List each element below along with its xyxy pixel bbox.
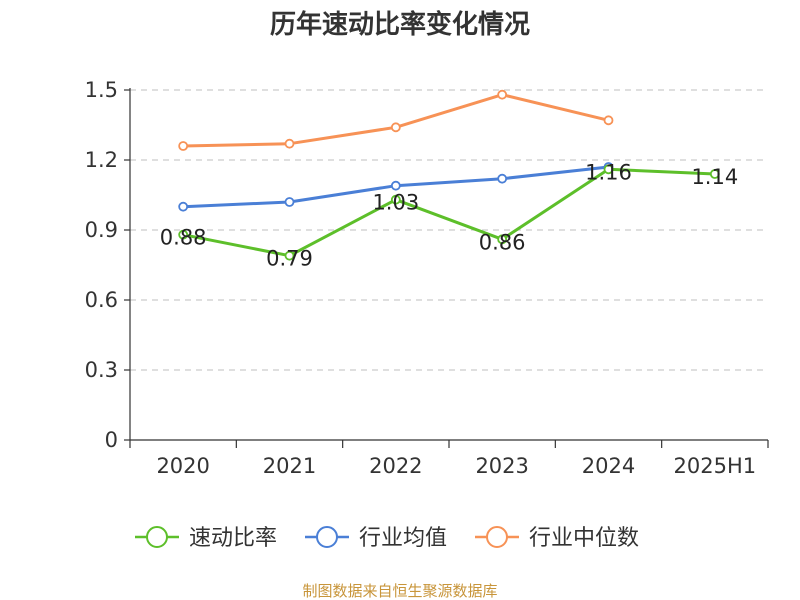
data-point[interactable] xyxy=(284,250,295,261)
data-point[interactable] xyxy=(497,234,508,245)
data-point[interactable] xyxy=(284,197,295,207)
chart-title: 历年速动比率变化情况 xyxy=(270,9,530,40)
data-label: 0.86 xyxy=(479,230,526,254)
data-point[interactable] xyxy=(603,164,614,175)
data-point[interactable] xyxy=(178,201,189,212)
y-tick-label: 0.9 xyxy=(85,218,118,242)
series-line xyxy=(183,93,609,148)
legend[interactable]: 速动比率 行业均值 行业中位数 xyxy=(135,526,639,551)
x-tick-label: 2020 xyxy=(156,454,209,478)
data-point[interactable] xyxy=(178,229,189,240)
legend-label: 速动比率 xyxy=(189,526,277,551)
y-tick-label: 1.2 xyxy=(85,148,118,172)
legend-item[interactable]: 速动比率 xyxy=(135,526,277,551)
series-layer xyxy=(178,89,720,261)
grid-layer xyxy=(130,89,768,371)
data-point[interactable] xyxy=(709,169,720,179)
x-tick-label: 2022 xyxy=(369,454,422,478)
x-tick-label: 2021 xyxy=(263,454,316,478)
source-note: 制图数据来自恒生聚源数据库 xyxy=(302,582,497,600)
series-line xyxy=(182,167,715,258)
data-point[interactable] xyxy=(178,141,189,151)
data-point[interactable] xyxy=(390,194,401,205)
data-point[interactable] xyxy=(284,138,295,149)
legend-item[interactable]: 行业中位数 xyxy=(475,526,639,551)
data-point[interactable] xyxy=(390,180,401,191)
y-tick-label: 0.3 xyxy=(85,358,118,382)
legend-marker xyxy=(146,526,168,548)
data-point[interactable] xyxy=(603,115,614,126)
x-tick-label: 2024 xyxy=(582,454,635,478)
data-label: 0.79 xyxy=(266,247,313,271)
data-point[interactable] xyxy=(497,173,508,184)
data-label: 1.03 xyxy=(372,191,419,215)
data-point[interactable] xyxy=(497,89,508,100)
data-label: 1.14 xyxy=(691,165,738,189)
x-tick-label: 2023 xyxy=(475,454,528,478)
y-tick-label: 1.5 xyxy=(85,78,118,102)
legend-item[interactable]: 行业均值 xyxy=(305,526,447,551)
data-label: 0.88 xyxy=(160,226,207,250)
x-tick-label: 2025H1 xyxy=(674,454,757,478)
legend-label: 行业均值 xyxy=(359,526,447,551)
data-label: 1.16 xyxy=(585,160,632,184)
data-labels: 0.88 0.79 1.03 0.86 1.16 1.14 xyxy=(160,160,738,270)
legend-marker xyxy=(316,526,338,548)
legend-label: 行业中位数 xyxy=(529,526,639,551)
axes: 0 0.3 0.6 0.9 1.2 1.5 2020 2021 2022 2023 2024 2025… xyxy=(85,78,769,478)
y-tick-label: 0 xyxy=(105,428,118,452)
data-point[interactable] xyxy=(390,122,401,133)
y-tick-label: 0.6 xyxy=(85,288,118,312)
legend-marker xyxy=(486,526,508,548)
